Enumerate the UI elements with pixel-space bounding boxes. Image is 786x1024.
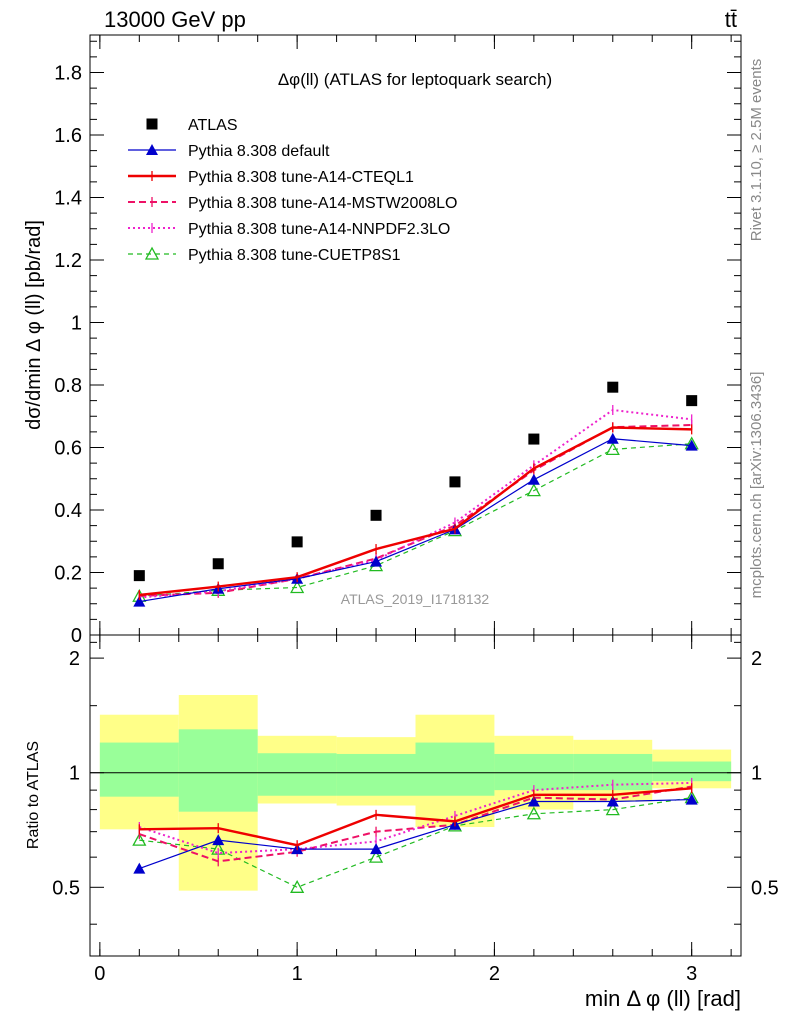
ratio-series-line: [139, 797, 692, 888]
y-tick-label: 1: [71, 313, 82, 335]
y-tick-label: 0.8: [54, 375, 82, 397]
series-point: [291, 536, 303, 548]
series-point: [290, 580, 305, 594]
y-tick-label: 1.8: [54, 63, 82, 85]
series-point: [685, 439, 698, 451]
series-line: [139, 408, 692, 599]
inner-band-bin: [257, 753, 337, 796]
ratio-y-tick-label: 0.5: [52, 877, 80, 899]
ratio-series-point: [368, 849, 384, 863]
ratio-series-point: [526, 806, 541, 820]
series-point: [607, 381, 619, 393]
legend-label: Pythia 8.308 tune-A14-NNPDF2.3LO: [188, 221, 450, 238]
series-point: [133, 595, 146, 607]
main-y-axis-label: dσ/dmin Δ φ (ll) [pb/rad]: [23, 220, 45, 430]
legend-label: Pythia 8.308 tune-CUETP8S1: [188, 247, 401, 264]
ratio-series-1: [138, 783, 693, 851]
ratio-y-tick-label: 2: [69, 648, 80, 670]
legend-marker: [144, 246, 160, 260]
legend-label: Pythia 8.308 tune-A14-MSTW2008LO: [188, 195, 457, 212]
legend-marker: [146, 118, 158, 130]
x-tick-label: 1: [292, 963, 303, 985]
ratio-series-point: [685, 793, 698, 805]
x-tick-label: 0: [94, 963, 105, 985]
source-side-label: mcplots.cern.ch [arXiv:1306.3436]: [748, 372, 765, 599]
ratio-series-layer: [132, 777, 699, 893]
main-panel: 0 0.2 0.4 0.6 0.8 1 1.2 1.4 1.6 1.8 Δφ(ll) (ATLAS…: [23, 34, 742, 647]
ratio-series-line: [139, 798, 692, 870]
ratio-y-tick-label-right: 0.5: [751, 877, 779, 899]
ratio-series-point: [133, 862, 146, 874]
legend-label: ATLAS: [188, 117, 238, 134]
ratio-panel: 0.5 0.5 1 1 2 2 0 1 2 3 Ratio to ATLAS min Δ φ (l…: [25, 634, 779, 1011]
main-series-layer: [132, 381, 699, 607]
inner-band-bin: [178, 729, 258, 812]
series-3: [138, 420, 693, 601]
series-point: [606, 432, 619, 444]
series-point: [449, 476, 461, 488]
inner-band-bin: [99, 742, 179, 797]
y-tick-label: 0.2: [54, 563, 82, 585]
series-point: [526, 483, 541, 497]
ratio-series-line: [139, 781, 692, 855]
ratio-y-tick-label-right: 1: [751, 763, 762, 785]
x-axis-label: min Δ φ (ll) [rad]: [585, 986, 741, 1011]
ratio-axis-ticks: 0.5 0.5 1 1 2 2 0 1 2 3: [52, 635, 779, 985]
ratio-series-point: [605, 802, 620, 816]
series-line: [139, 443, 692, 597]
plot-title: Δφ(ll) (ATLAS for leptoquark search): [278, 70, 552, 89]
x-tick-label: 2: [489, 963, 500, 985]
series-point: [370, 555, 383, 567]
ratio-uncertainty-bands: [90, 694, 741, 891]
series-point: [212, 558, 224, 570]
series-4: [138, 405, 693, 603]
legend-marker: [146, 144, 158, 155]
ratio-y-tick-label: 1: [69, 763, 80, 785]
y-tick-label: 0.6: [54, 438, 82, 460]
y-tick-label: 0: [71, 625, 82, 647]
ratio-series-point: [132, 832, 147, 846]
inner-band-bin: [494, 753, 574, 791]
series-point: [370, 509, 382, 521]
series-point: [527, 473, 540, 485]
rivet-side-label: Rivet 3.1.10, ≥ 2.5M events: [748, 59, 765, 242]
process-label: tt̄: [725, 7, 737, 32]
inner-band-bin: [652, 761, 732, 782]
series-line: [139, 438, 692, 603]
ratio-series-point: [290, 879, 305, 893]
ratio-series-point: [212, 834, 225, 846]
ratio-y-tick-label-right: 2: [751, 648, 762, 670]
series-0: [133, 381, 698, 582]
series-2: [138, 422, 693, 600]
legend-label: Pythia 8.308 default: [188, 143, 330, 160]
y-tick-label: 0.4: [54, 500, 82, 522]
y-tick-label: 1.2: [54, 250, 82, 272]
analysis-id-label: ATLAS_2019_I1718132: [341, 591, 490, 607]
legend-label: Pythia 8.308 tune-A14-CTEQL1: [188, 169, 414, 186]
inner-band-bin: [415, 742, 495, 796]
series-5: [132, 436, 699, 602]
main-axis-ticks: 0 0.2 0.4 0.6 0.8 1 1.2 1.4 1.6 1.8: [54, 35, 741, 647]
series-point: [605, 442, 620, 456]
series-1: [133, 432, 698, 607]
y-tick-label: 1.6: [54, 125, 82, 147]
series-point: [133, 570, 145, 582]
ratio-y-axis-label: Ratio to ATLAS: [25, 741, 42, 849]
inner-band-bin: [336, 753, 416, 796]
x-tick-label: 3: [686, 963, 697, 985]
series-point: [686, 395, 698, 407]
ratio-series-point: [527, 795, 540, 807]
series-line: [139, 426, 692, 597]
ratio-series-line: [139, 787, 692, 847]
energy-label: 13000 GeV pp: [104, 7, 246, 32]
y-tick-label: 1.4: [54, 188, 82, 210]
legend: ATLAS Pythia 8.308 default Pythia 8.308 tu…: [128, 117, 457, 264]
series-point: [528, 433, 540, 445]
ratio-series-point: [370, 843, 383, 855]
ratio-series-point: [606, 795, 619, 807]
